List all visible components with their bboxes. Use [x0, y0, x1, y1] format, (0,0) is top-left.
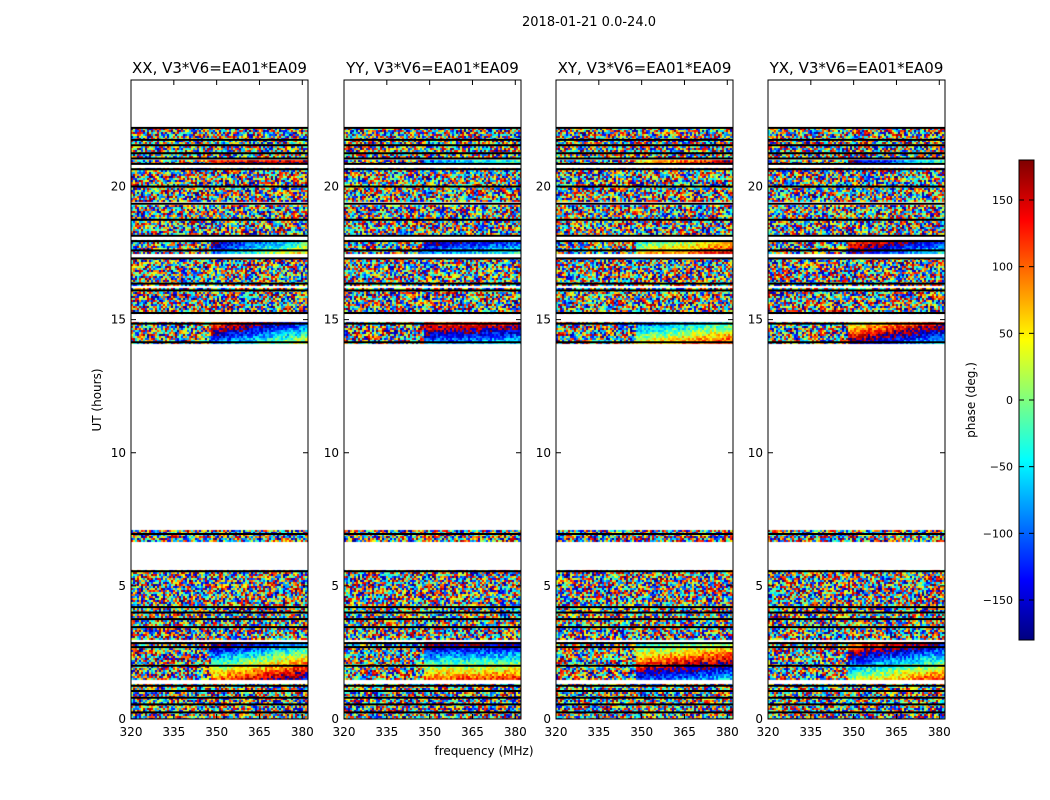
y-tick-label: 0 — [543, 712, 551, 726]
x-tick-label: 365 — [461, 725, 484, 739]
y-tick-label: 0 — [755, 712, 763, 726]
panel-title: YY, V3*V6=EA01*EA09 — [345, 59, 519, 77]
colorbar-tick-label: 100 — [992, 261, 1013, 274]
x-tick-label: 350 — [418, 725, 441, 739]
colorbar-tick-label: −150 — [983, 594, 1013, 607]
y-tick-label: 0 — [118, 712, 126, 726]
x-tick-label: 365 — [248, 725, 271, 739]
x-tick-label: 380 — [291, 725, 314, 739]
y-tick-label: 10 — [748, 446, 763, 460]
panel-frame — [130, 79, 309, 720]
panel-title: XX, V3*V6=EA01*EA09 — [132, 59, 307, 77]
y-tick-label: 10 — [324, 446, 339, 460]
y-tick-label: 5 — [543, 579, 551, 593]
colorbar-tick-label: 0 — [1006, 394, 1013, 407]
y-tick-label: 5 — [118, 579, 126, 593]
y-tick-label: 0 — [331, 712, 339, 726]
y-axis-label: UT (hours) — [90, 368, 104, 431]
x-tick-label: 380 — [928, 725, 951, 739]
phase-image — [768, 80, 945, 719]
x-tick-label: 335 — [375, 725, 398, 739]
x-tick-label: 335 — [162, 725, 185, 739]
colorbar-tick-label: 150 — [992, 194, 1013, 207]
panel-title: XY, V3*V6=EA01*EA09 — [558, 59, 732, 77]
figure-title: 2018-01-21 0.0-24.0 — [522, 15, 656, 30]
x-tick-label: 380 — [504, 725, 527, 739]
panel-title: YX, V3*V6=EA01*EA09 — [769, 59, 944, 77]
phase-image — [131, 80, 308, 719]
colorbar-tick-label: −50 — [990, 461, 1013, 474]
x-tick-label: 350 — [205, 725, 228, 739]
colorbar: 150 100 50 0 −50 −100 −150 — [983, 159, 1035, 641]
x-tick-label: 365 — [673, 725, 696, 739]
y-tick-label: 5 — [331, 579, 339, 593]
phase-image — [556, 80, 733, 719]
x-tick-label: 350 — [630, 725, 653, 739]
x-axis-label: frequency (MHz) — [434, 744, 533, 758]
panel-frame — [767, 79, 946, 720]
y-tick-label: 20 — [536, 180, 551, 194]
panel-frame — [343, 79, 522, 720]
y-tick-label: 10 — [536, 446, 551, 460]
colorbar-label: phase (deg.) — [964, 362, 978, 438]
x-tick-label: 365 — [885, 725, 908, 739]
y-tick-label: 20 — [324, 180, 339, 194]
x-tick-label: 320 — [120, 725, 143, 739]
x-tick-label: 320 — [757, 725, 780, 739]
y-tick-label: 15 — [324, 313, 339, 327]
y-tick-label: 20 — [111, 180, 126, 194]
y-tick-label: 15 — [111, 313, 126, 327]
phase-image — [344, 80, 521, 719]
panels: XX, V3*V6=EA01*EA09 320 335 350 365 380 0 5 10 15… — [111, 59, 951, 739]
y-tick-label: 15 — [536, 313, 551, 327]
panel-frame — [555, 79, 734, 720]
colorbar-tick-label: 50 — [999, 327, 1013, 340]
colorbar-tick-label: −100 — [983, 527, 1013, 540]
y-tick-label: 20 — [748, 180, 763, 194]
x-tick-label: 335 — [587, 725, 610, 739]
panel-yy: YY, V3*V6=EA01*EA09 320 335 350 365 380 0 5 10 15… — [324, 59, 527, 739]
x-tick-label: 335 — [799, 725, 822, 739]
x-tick-label: 320 — [545, 725, 568, 739]
panel-yx: YX, V3*V6=EA01*EA09 320 335 350 365 380 0 5 10 15… — [748, 59, 951, 739]
x-tick-label: 320 — [333, 725, 356, 739]
y-tick-label: 5 — [755, 579, 763, 593]
x-tick-label: 380 — [716, 725, 739, 739]
y-tick-label: 10 — [111, 446, 126, 460]
x-tick-label: 350 — [842, 725, 865, 739]
panel-xx: XX, V3*V6=EA01*EA09 320 335 350 365 380 0 5 10 15… — [111, 59, 314, 739]
panel-xy: XY, V3*V6=EA01*EA09 320 335 350 365 380 0 5 10 15… — [536, 59, 739, 739]
y-tick-label: 15 — [748, 313, 763, 327]
